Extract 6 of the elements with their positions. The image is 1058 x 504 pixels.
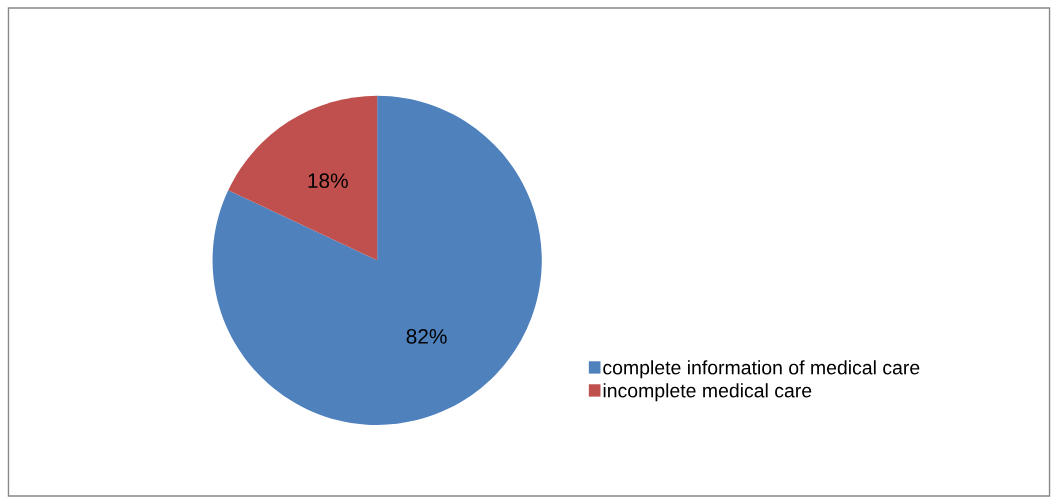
legend-label: incomplete medical care — [603, 383, 812, 402]
data-label: 18% — [308, 173, 348, 189]
pie-slice — [212, 95, 542, 425]
data-label: 82% — [406, 328, 447, 344]
pie-slice — [228, 95, 378, 261]
legend-label: complete information of medical care — [603, 360, 920, 379]
